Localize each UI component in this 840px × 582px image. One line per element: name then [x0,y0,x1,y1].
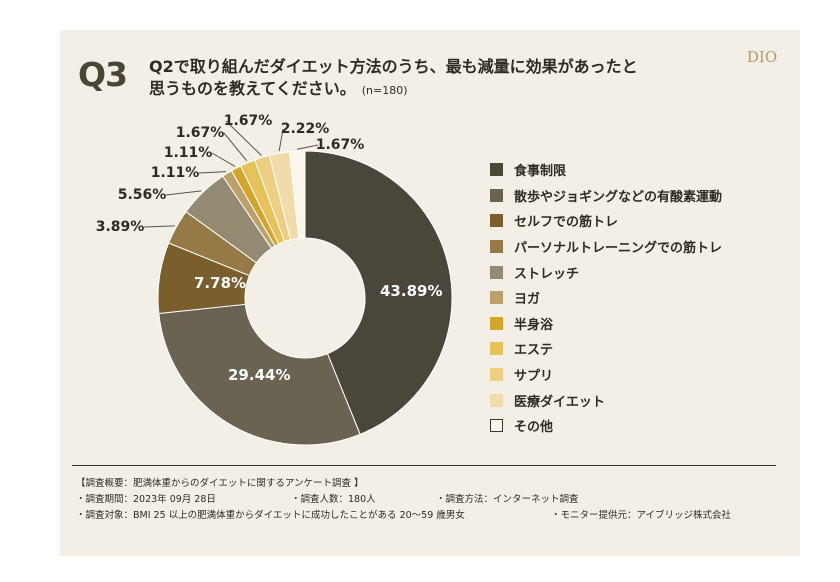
notes-divider [72,465,776,466]
data-label-1: 43.89% [380,282,442,300]
data-label-8: 1.67% [176,125,225,141]
legend-swatch [490,419,503,433]
legend-item-8: エステ [490,336,722,362]
legend-swatch [490,188,503,202]
legend-item-6: ヨガ [490,285,722,311]
legend-item-2: 散歩やジョギングなどの有酸素運動 [490,183,722,209]
legend-label: ヨガ [514,292,541,308]
question-number: Q3 [78,55,128,94]
legend-item-4: パーソナルトレーニングでの筋トレ [490,234,722,260]
leader-line-9 [225,120,262,156]
leader-line-4 [143,225,175,228]
survey-notes: 【調査概要：肥満体重からのダイエットに関するアンケート調査 】 ・調査期間：20… [76,476,731,524]
notes-period: ・調査期間：2023年 09月 28日 [76,494,216,505]
legend-label: エステ [514,343,554,359]
notes-method: ・調査方法：インターネット調査 [436,494,579,505]
legend-label: パーソナルトレーニングでの筋トレ [514,241,723,257]
data-label-4: 3.89% [96,219,145,235]
chart-title: Q2で取り組んだダイエット方法のうち、最も減量に効果があったと 思うものを教えて… [149,56,749,102]
notes-provider: ・モニター提供元：アイブリッジ株式会社 [551,510,732,521]
legend-item-11: その他 [490,413,722,439]
notes-heading: 【調査概要：肥満体重からのダイエットに関するアンケート調査 】 [76,478,364,489]
legend-label: 散歩やジョギングなどの有酸素運動 [514,189,723,205]
title-line-1: Q2で取り組んだダイエット方法のうち、最も減量に効果があったと [149,57,638,76]
title-line-2: 思うものを教えてください。 [149,79,356,98]
notes-count: ・調査人数：180人 [291,494,376,505]
slice-11 [289,150,306,239]
legend-label: ストレッチ [514,266,580,282]
legend-label: 半身浴 [514,317,554,333]
data-label-7: 1.11% [164,145,213,161]
leader-line-11 [297,144,319,150]
data-label-11: 1.67% [316,137,365,153]
legend-item-7: 半身浴 [490,311,722,337]
legend-swatch [490,393,503,407]
legend-label: セルフでの筋トレ [514,215,619,231]
legend-label: 食事制限 [514,164,567,180]
data-label-10: 2.22% [281,121,330,137]
legend-swatch [490,265,503,279]
notes-target: ・調査対象：BMI 25 以上の肥満体重からダイエットに成功したことがある 20… [76,510,465,521]
slice-2 [158,303,361,446]
leader-line-6 [198,171,227,174]
data-label-5: 5.56% [118,187,167,203]
leader-line-5 [165,190,202,196]
chart-legend: 食事制限散歩やジョギングなどの有酸素運動 セルフでの筋トレパーソナルトレーニングで… [490,157,722,439]
legend-swatch [490,214,503,228]
data-label-3: 7.78% [194,274,246,292]
legend-item-1: 食事制限 [490,157,722,183]
legend-item-9: サプリ [490,362,722,388]
data-label-9: 1.67% [224,113,273,129]
legend-swatch [490,368,503,382]
leader-line-7 [211,152,236,167]
leader-line-10 [278,128,284,152]
data-label-2: 29.44% [228,366,290,384]
legend-swatch [490,163,503,177]
legend-swatch [490,240,503,254]
legend-item-3: セルフでの筋トレ [490,208,722,234]
brand-logo: DIO [746,48,778,66]
legend-label: 医療ダイエット [514,394,605,410]
legend-swatch [490,291,503,305]
legend-label: サプリ [514,369,554,385]
leader-line-8 [223,132,248,162]
legend-item-10: 医療ダイエット [490,387,722,413]
data-label-6: 1.11% [151,165,200,181]
legend-swatch [490,316,503,330]
legend-label: その他 [514,420,554,436]
legend-item-5: ストレッチ [490,259,722,285]
slice-1 [304,150,453,435]
legend-swatch [490,342,503,356]
sample-size: (n=180) [361,84,408,97]
